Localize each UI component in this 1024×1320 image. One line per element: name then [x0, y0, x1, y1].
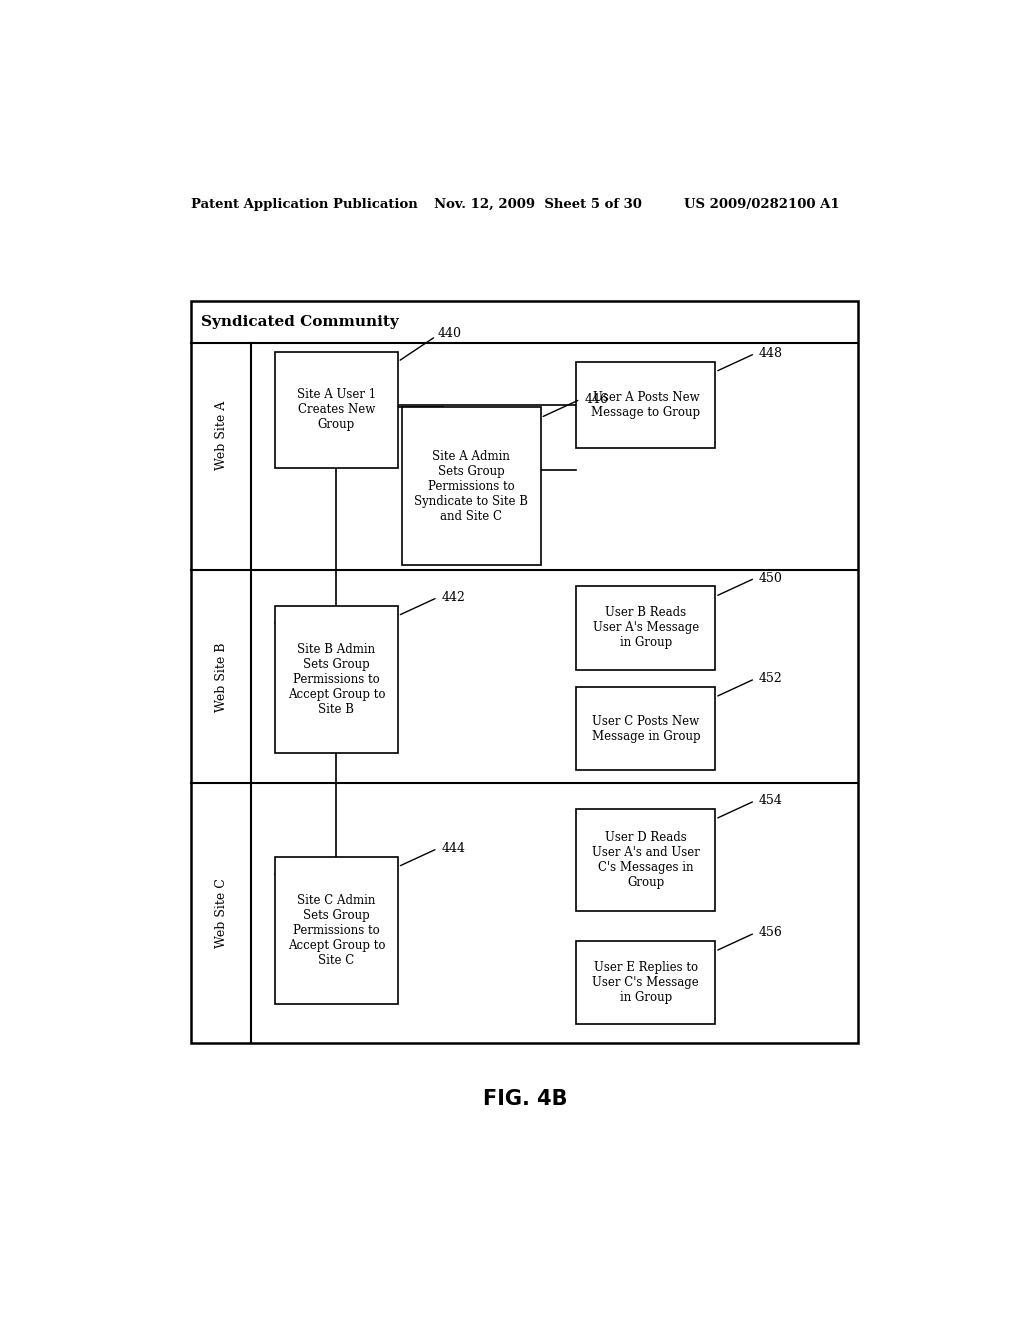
Text: 444: 444: [441, 842, 466, 855]
Bar: [577, 809, 716, 911]
Text: User A Posts New
Message to Group: User A Posts New Message to Group: [591, 391, 700, 418]
Text: FIG. 4B: FIG. 4B: [482, 1089, 567, 1109]
Bar: [274, 857, 397, 1005]
Text: Site A Admin
Sets Group
Permissions to
Syndicate to Site B
and Site C: Site A Admin Sets Group Permissions to S…: [415, 450, 528, 523]
Text: Site A User 1
Creates New
Group: Site A User 1 Creates New Group: [297, 388, 376, 432]
Text: US 2009/0282100 A1: US 2009/0282100 A1: [684, 198, 839, 211]
Text: Nov. 12, 2009  Sheet 5 of 30: Nov. 12, 2009 Sheet 5 of 30: [433, 198, 641, 211]
Text: 452: 452: [759, 672, 782, 685]
Text: Web Site B: Web Site B: [215, 642, 227, 711]
Text: 456: 456: [759, 927, 782, 940]
Bar: [577, 362, 716, 447]
Text: 442: 442: [441, 591, 465, 605]
Text: User C Posts New
Message in Group: User C Posts New Message in Group: [592, 714, 700, 743]
Text: Syndicated Community: Syndicated Community: [201, 315, 398, 329]
Text: 440: 440: [437, 327, 462, 339]
Text: Web Site A: Web Site A: [215, 401, 227, 470]
Text: User B Reads
User A's Message
in Group: User B Reads User A's Message in Group: [593, 606, 699, 649]
Text: 446: 446: [585, 393, 608, 405]
Text: 454: 454: [759, 795, 782, 808]
Text: User E Replies to
User C's Message
in Group: User E Replies to User C's Message in Gr…: [593, 961, 699, 1005]
Bar: [274, 606, 397, 752]
Text: Web Site C: Web Site C: [215, 878, 227, 948]
Bar: [191, 301, 858, 1043]
Bar: [577, 686, 716, 771]
Bar: [401, 408, 541, 565]
Text: Site B Admin
Sets Group
Permissions to
Accept Group to
Site B: Site B Admin Sets Group Permissions to A…: [288, 643, 385, 715]
Bar: [274, 351, 397, 469]
Bar: [577, 941, 716, 1024]
Text: Patent Application Publication: Patent Application Publication: [191, 198, 418, 211]
Bar: [577, 586, 716, 669]
Text: 450: 450: [759, 572, 782, 585]
Text: User D Reads
User A's and User
C's Messages in
Group: User D Reads User A's and User C's Messa…: [592, 830, 699, 888]
Text: 448: 448: [759, 347, 783, 360]
Text: Site C Admin
Sets Group
Permissions to
Accept Group to
Site C: Site C Admin Sets Group Permissions to A…: [288, 894, 385, 966]
